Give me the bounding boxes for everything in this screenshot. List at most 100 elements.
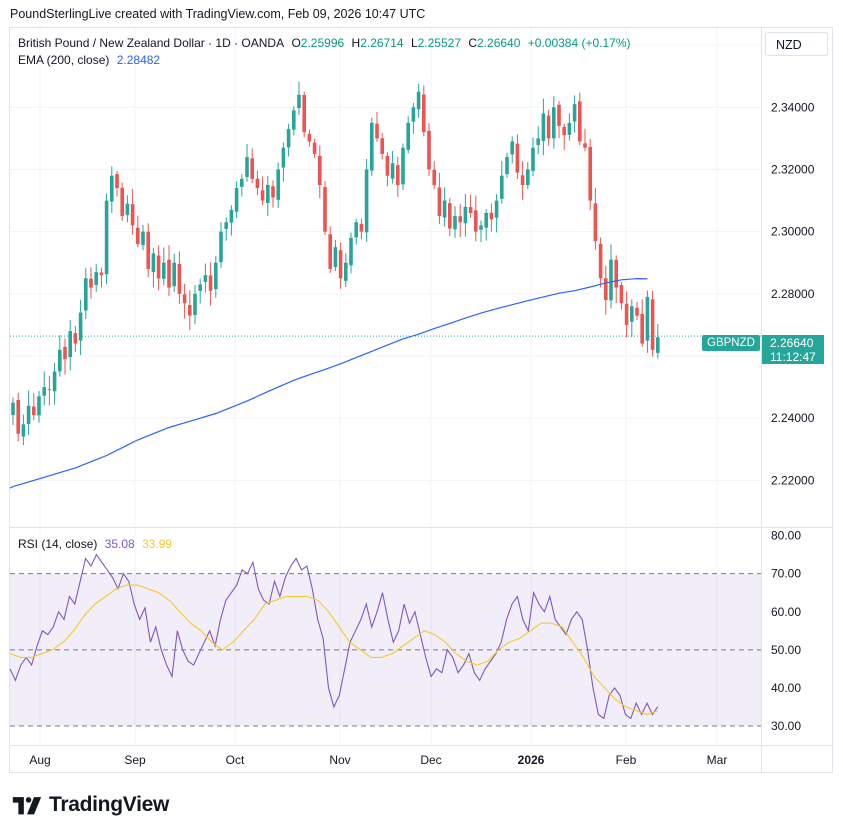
candle-body [78,312,83,341]
candle-body [208,275,213,291]
candle-body [411,107,416,122]
candle-body [130,204,135,226]
candle-body [354,222,358,238]
price-tick-label: 2.24000 [771,411,815,425]
candle-body [286,129,291,148]
candle-body [432,169,436,186]
candle-body [172,262,176,287]
ema-line [9,277,648,489]
candle-body [42,387,46,396]
candle-body [32,406,36,416]
rsi-ma-line [9,584,658,716]
candle-body [26,405,31,425]
candle-body [526,169,530,186]
candle-body [422,94,426,133]
candle-body [245,157,249,177]
candle-body [572,104,577,122]
candle-body [276,169,280,200]
ema-value: 2.28482 [116,53,161,67]
candle-body [370,122,374,171]
price-tick-label: 2.28000 [771,287,815,301]
candle-body [604,278,608,301]
change-value: +0.00384 (+0.17%) [527,36,631,50]
candle-body [177,264,182,294]
candle-body [281,147,286,168]
attribution-header: PoundSterlingLive created with TradingVi… [10,7,426,21]
candle-body [21,424,26,437]
candle-body [193,293,197,316]
low-label: L [410,36,418,50]
candle-body [115,174,119,189]
candle-body [588,146,592,201]
rsi-tick-label: 50.00 [771,643,801,657]
candle-body [598,243,603,279]
candle-body [219,231,223,263]
rsi-value: 35.08 [104,537,135,551]
candle-body [541,113,546,141]
rsi-legend: RSI (14, close) 35.08 33.99 [18,537,176,551]
time-axis-label: 2026 [518,753,545,767]
time-axis-label: Dec [420,753,441,767]
candle-body [318,155,322,186]
high-value: 2.26714 [360,36,404,50]
candle-body [307,133,312,142]
currency-selector[interactable]: NZD [765,32,828,56]
chart-frame [9,27,833,773]
candle-body [16,400,20,434]
candle-body [463,206,468,224]
rsi-tick-label: 30.00 [771,719,801,733]
tradingview-logo-icon [12,797,42,815]
candle-body [656,337,660,353]
rsi-tick-label: 60.00 [771,605,801,619]
time-axis-label: Feb [616,753,637,767]
candle-body [136,227,140,245]
candle-body [234,188,239,212]
candle-body [416,91,421,110]
time-axis-label: Mar [707,753,728,767]
tradingview-logo[interactable]: TradingView [11,793,169,817]
candle-body [255,178,260,189]
candle-body [63,346,67,360]
candle-body [104,200,109,275]
candle-body [338,250,343,279]
candle-body [203,275,208,282]
candle-body [489,212,494,220]
candle-body [266,185,270,203]
time-axis-label: Aug [29,753,50,767]
time-axis-label: Oct [226,753,245,767]
candle-body [494,200,499,218]
candle-body [302,95,306,133]
candle-body [312,142,317,154]
rsi-ma-value: 33.99 [142,537,173,551]
candle-body [437,187,442,217]
candle-body [156,255,161,279]
candle-body [188,305,192,316]
candle-body [240,178,244,187]
candle-body [151,253,156,273]
candle-body [292,110,296,130]
ema-label: EMA (200, close) [18,53,110,67]
candle-body [614,259,618,288]
candle-body [650,299,655,350]
candle-body [84,278,88,311]
candle-body [182,294,187,304]
candle-body [640,313,644,344]
candle-body [406,122,410,150]
candle-body [73,333,78,344]
rsi-tick-label: 40.00 [771,681,801,695]
candle-body [380,138,384,154]
candle-body [323,187,327,232]
last-price-value: 2.26640 [770,336,814,350]
candle-body [546,115,551,139]
rsi-line [9,553,659,720]
candle-body [505,157,509,175]
candle-body [349,237,353,266]
logo-text: TradingView [49,793,170,816]
candle-body [479,225,483,230]
candle-body [94,272,98,285]
candle-body [250,158,254,179]
candle-body [198,284,202,291]
candle-body [271,186,275,198]
ema-legend: EMA (200, close) 2.28482 [18,53,164,67]
